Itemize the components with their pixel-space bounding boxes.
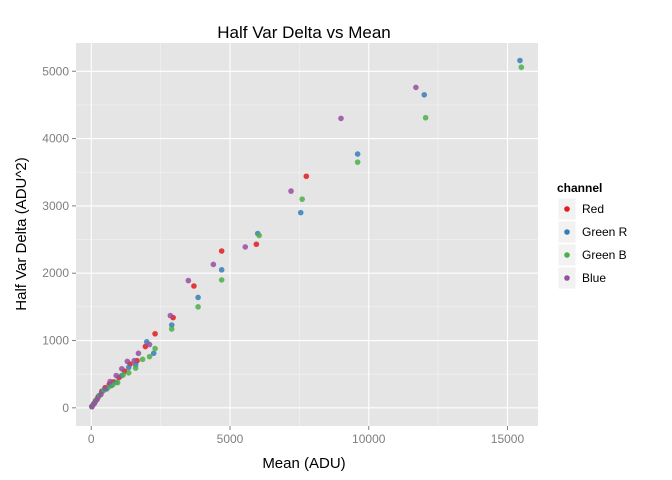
grid-lines bbox=[76, 43, 538, 426]
data-point-green-r bbox=[195, 294, 201, 301]
y-tick-label: 2000 bbox=[42, 266, 69, 280]
y-tick-label: 4000 bbox=[42, 132, 69, 146]
data-point-red bbox=[142, 343, 149, 350]
data-point-green-b bbox=[422, 114, 429, 121]
data-point-green-b bbox=[146, 353, 153, 360]
data-point-green-r bbox=[218, 267, 225, 273]
data-point-blue bbox=[167, 312, 174, 319]
data-point-green-b bbox=[139, 356, 146, 363]
data-point-blue bbox=[288, 188, 294, 194]
data-point-blue bbox=[94, 396, 101, 402]
data-point-blue bbox=[185, 277, 192, 284]
data-point-green-r bbox=[150, 350, 157, 357]
y-axis-label: Half Var Delta (ADU^2) bbox=[13, 157, 30, 310]
data-point-green-b bbox=[354, 159, 361, 165]
legend-label: Green B bbox=[582, 248, 627, 262]
y-tick-label: 3000 bbox=[42, 199, 69, 213]
data-point-green-b bbox=[132, 365, 139, 371]
legend-swatch bbox=[564, 252, 570, 258]
data-point-blue bbox=[113, 372, 120, 379]
legend-swatch bbox=[564, 206, 570, 212]
data-points bbox=[89, 57, 525, 410]
legend-label: Red bbox=[582, 202, 604, 216]
data-point-green-b bbox=[125, 370, 132, 376]
data-point-blue bbox=[413, 84, 419, 91]
legend-label: Green R bbox=[582, 225, 628, 239]
y-tick-label: 1000 bbox=[42, 334, 69, 348]
data-point-red bbox=[191, 283, 197, 289]
x-tick-label: 5000 bbox=[217, 432, 244, 446]
data-point-blue bbox=[124, 358, 131, 365]
data-point-green-r bbox=[354, 151, 361, 157]
data-point-blue bbox=[91, 400, 98, 406]
data-point-green-r bbox=[297, 209, 304, 216]
y-tick-label: 0 bbox=[62, 401, 69, 415]
data-point-green-r bbox=[125, 364, 132, 371]
data-point-blue bbox=[210, 261, 217, 268]
data-point-blue bbox=[135, 350, 142, 357]
data-point-green-r bbox=[517, 57, 523, 64]
data-point-blue bbox=[102, 385, 108, 392]
data-point-green-b bbox=[195, 304, 201, 310]
data-point-green-b bbox=[120, 372, 126, 378]
x-tick-label: 10000 bbox=[352, 432, 386, 446]
y-tick-label: 5000 bbox=[42, 64, 69, 78]
data-point-blue bbox=[118, 365, 125, 372]
plot-panel bbox=[76, 43, 538, 426]
data-point-blue bbox=[338, 115, 344, 122]
data-point-green-b bbox=[299, 196, 305, 202]
legend-title: channel bbox=[557, 181, 602, 195]
legend-swatch bbox=[564, 229, 570, 235]
x-tick-label: 0 bbox=[88, 432, 95, 446]
data-point-blue bbox=[131, 357, 138, 364]
legend-label: Blue bbox=[582, 271, 606, 285]
data-point-blue bbox=[146, 341, 153, 348]
data-point-green-b bbox=[114, 379, 121, 386]
data-point-green-b bbox=[168, 326, 175, 332]
x-axis-label: Mean (ADU) bbox=[262, 455, 345, 472]
data-point-red bbox=[303, 173, 310, 180]
y-axis-ticks: 0 1000 2000 3000 4000 5000 bbox=[42, 64, 76, 415]
x-axis-ticks: 0 5000 10000 15000 bbox=[88, 426, 525, 446]
chart-title: Half Var Delta vs Mean bbox=[217, 23, 391, 42]
legend-swatch bbox=[564, 275, 570, 281]
data-point-green-r bbox=[421, 92, 428, 98]
data-point-red bbox=[253, 241, 260, 248]
data-point-green-b bbox=[218, 277, 225, 283]
x-tick-label: 15000 bbox=[491, 432, 525, 446]
legend: channel Red Green R Green B Blue bbox=[557, 181, 628, 290]
data-point-red bbox=[152, 330, 158, 337]
data-point-blue bbox=[107, 378, 113, 385]
data-point-green-b bbox=[152, 345, 158, 352]
data-point-green-b bbox=[518, 64, 525, 71]
data-point-blue bbox=[242, 244, 249, 250]
data-point-blue bbox=[98, 391, 104, 398]
data-point-green-b bbox=[256, 232, 262, 239]
data-point-red bbox=[218, 248, 225, 254]
data-point-green-r bbox=[168, 322, 175, 328]
